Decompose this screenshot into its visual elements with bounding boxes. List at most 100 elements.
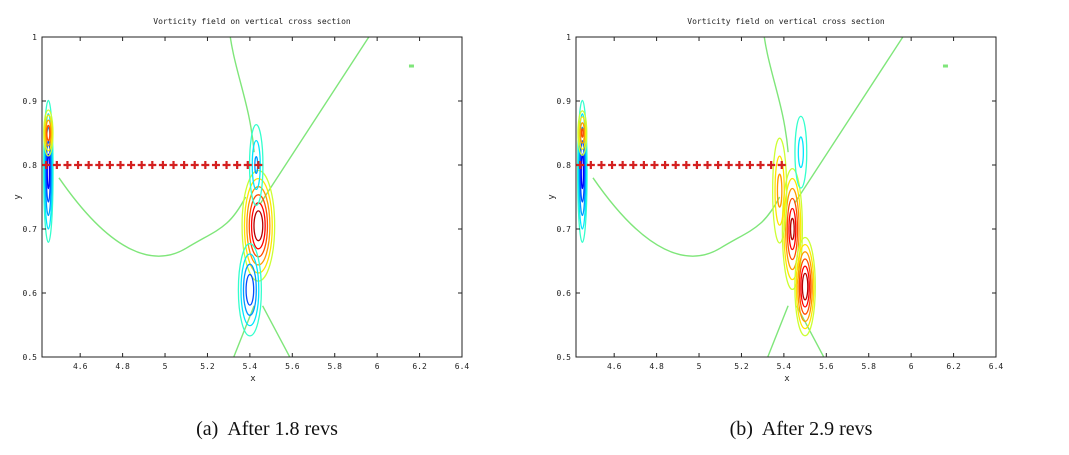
contour-line: [592, 177, 781, 257]
marker-point: [767, 161, 776, 169]
contour-ring: [43, 99, 54, 244]
caption-b: (b) After 2.9 revs: [534, 418, 1068, 441]
caption-text: After 2.9 revs: [761, 418, 873, 440]
contour-ring: [46, 124, 51, 142]
contour-ring: [45, 119, 52, 147]
contour-blob: [942, 64, 948, 68]
contour-line: [793, 37, 904, 204]
marker-point: [661, 161, 670, 169]
x-tick-label: 6: [375, 362, 380, 371]
marker-point: [692, 161, 701, 169]
y-tick-label: 0.7: [557, 225, 572, 234]
caption-text: After 1.8 revs: [227, 418, 338, 440]
contour-ring: [776, 173, 783, 208]
x-axis-label: x: [250, 374, 256, 384]
contour-ring: [781, 167, 804, 291]
y-axis-label: y: [547, 194, 557, 200]
marker-point: [243, 161, 252, 169]
contour-ring: [794, 236, 816, 337]
x-tick-label: 4.8: [649, 362, 664, 371]
x-tick-label: 4.6: [607, 362, 622, 371]
marker-point: [671, 161, 680, 169]
contour-ring: [797, 136, 804, 169]
contour-ring: [580, 153, 585, 190]
marker-point: [116, 161, 125, 169]
marker-series: [42, 161, 263, 169]
x-tick-label: 6.2: [412, 362, 427, 371]
contour-line: [259, 37, 370, 204]
contour-ring: [577, 110, 588, 156]
x-tick-label: 5.8: [862, 362, 877, 371]
contour-line: [261, 305, 291, 357]
x-tick-label: 6: [909, 362, 914, 371]
marker-point: [745, 161, 754, 169]
marker-point: [586, 161, 595, 169]
contour-ring: [242, 263, 257, 316]
y-axis-label: y: [13, 194, 23, 200]
contour-ring: [771, 137, 788, 244]
marker-point: [52, 161, 61, 169]
contour-ring: [798, 258, 812, 315]
contour-ring: [785, 187, 800, 271]
contour-ring: [577, 99, 588, 244]
x-tick-label: 5.8: [328, 362, 343, 371]
contour-ring: [44, 114, 53, 152]
marker-point: [254, 161, 263, 169]
marker-point: [576, 161, 585, 169]
caption-label: (b): [729, 418, 753, 440]
contour-ring: [245, 273, 255, 306]
y-tick-label: 0.9: [557, 97, 572, 106]
plot-frame: [575, 36, 997, 358]
y-tick-label: 0.5: [23, 353, 38, 362]
contour-ring: [797, 251, 813, 323]
marker-point: [95, 161, 104, 169]
contour-ring: [240, 253, 260, 327]
marker-point: [735, 161, 744, 169]
y-tick-label: 0.8: [23, 161, 38, 170]
x-tick-label: 5.2: [734, 362, 749, 371]
contour-ring: [43, 109, 54, 157]
contour-ring: [789, 217, 795, 241]
y-tick-label: 0.8: [557, 161, 572, 170]
marker-point: [608, 161, 617, 169]
marker-point: [63, 161, 72, 169]
marker-point: [639, 161, 648, 169]
marker-series: [576, 161, 786, 169]
marker-point: [42, 161, 51, 169]
x-tick-label: 4.8: [115, 362, 130, 371]
x-tick-label: 5: [697, 362, 702, 371]
y-tick-label: 1: [566, 33, 571, 42]
marker-point: [703, 161, 712, 169]
marker-point: [190, 161, 199, 169]
marker-point: [682, 161, 691, 169]
y-tick-label: 0.7: [23, 225, 38, 234]
chart-title: Vorticity field on vertical cross sectio…: [687, 17, 885, 26]
marker-point: [650, 161, 659, 169]
contour-line: [233, 305, 255, 357]
y-tick-label: 1: [32, 33, 37, 42]
marker-point: [127, 161, 136, 169]
contour-ring: [795, 243, 815, 330]
contour-plot-a: Vorticity field on vertical cross sectio…: [13, 17, 469, 384]
contour-plot-b: Vorticity field on vertical cross sectio…: [547, 17, 1003, 384]
marker-point: [169, 161, 178, 169]
x-tick-label: 5.6: [819, 362, 834, 371]
marker-point: [597, 161, 606, 169]
contour-ring: [237, 243, 263, 337]
contour-ring: [794, 115, 808, 189]
marker-point: [137, 161, 146, 169]
y-tick-label: 0.6: [23, 289, 38, 298]
marker-point: [158, 161, 167, 169]
marker-point: [724, 161, 733, 169]
contour-ring: [43, 113, 53, 230]
chart-panel-a: Vorticity field on vertical cross sectio…: [0, 0, 534, 455]
x-tick-label: 5.4: [777, 362, 792, 371]
marker-point: [148, 161, 157, 169]
contour-ring: [578, 126, 586, 217]
vorticity-contours: [43, 37, 414, 357]
contour-ring: [579, 140, 586, 203]
marker-point: [233, 161, 242, 169]
plot-frame: [41, 36, 463, 358]
x-tick-label: 4.6: [73, 362, 88, 371]
y-tick-label: 0.6: [557, 289, 572, 298]
